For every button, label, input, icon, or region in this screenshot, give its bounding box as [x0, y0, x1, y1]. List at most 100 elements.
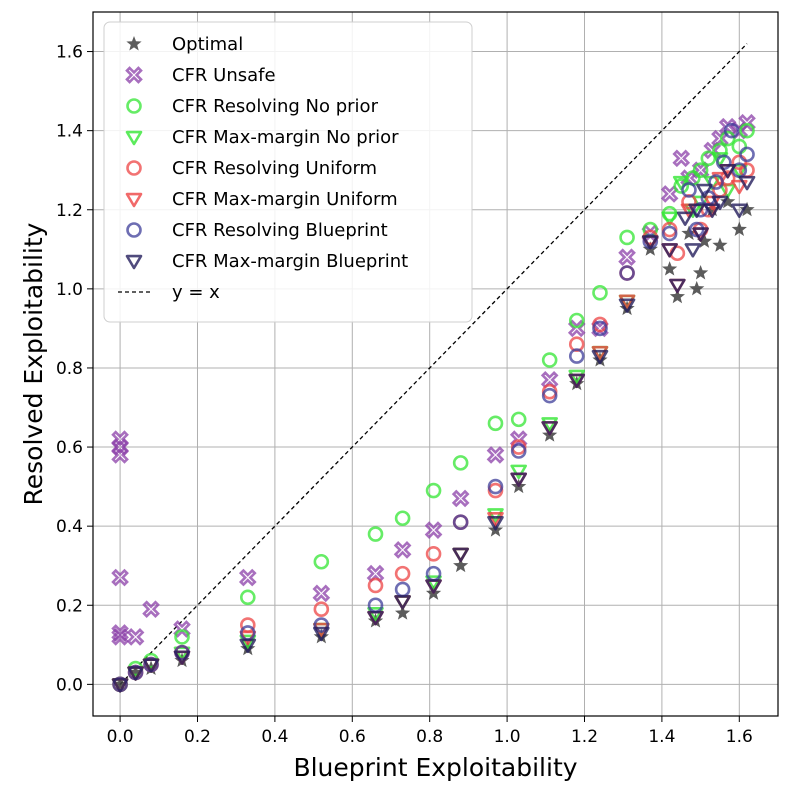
x-tick-label: 1.2 [571, 727, 598, 747]
legend-label: y = x [172, 282, 220, 303]
legend-label: CFR Max-margin Blueprint [172, 251, 408, 272]
data-point [669, 288, 685, 304]
data-point [487, 512, 504, 527]
data-point [313, 601, 330, 618]
data-point [719, 164, 736, 179]
data-point [618, 294, 636, 310]
data-point [719, 130, 736, 147]
data-point [541, 387, 558, 404]
data-point [591, 349, 609, 365]
legend-marker [126, 36, 142, 51]
y-tick-label: 0.4 [56, 517, 83, 537]
data-point [711, 152, 729, 167]
data-point [731, 154, 748, 171]
data-point [730, 164, 748, 179]
data-point [367, 610, 384, 626]
data-point [676, 211, 694, 226]
y-tick-label: 0.2 [56, 596, 83, 616]
data-point [238, 568, 257, 587]
legend-label: CFR Unsafe [172, 65, 276, 86]
data-point [313, 553, 330, 570]
data-point [173, 620, 191, 638]
data-point [731, 221, 747, 236]
data-point [425, 579, 442, 594]
data-point [510, 443, 527, 459]
legend: Optimal CFR Unsafe CFR Resolving No prior C… [103, 21, 473, 323]
legend-marker [126, 98, 142, 114]
data-point [708, 174, 724, 190]
data-point [142, 658, 160, 673]
data-point [425, 575, 442, 590]
data-point [567, 319, 586, 338]
data-point [111, 678, 129, 693]
data-point [394, 510, 411, 527]
data-point [730, 203, 748, 219]
y-tick-label: 1.0 [56, 280, 83, 300]
data-point [696, 233, 713, 248]
identity-line [119, 43, 748, 685]
data-point [703, 203, 721, 219]
data-point [486, 446, 505, 464]
data-point [712, 237, 728, 252]
data-point [738, 175, 756, 191]
y-tick-label: 0.8 [56, 359, 83, 379]
data-point [487, 516, 504, 531]
legend-marker [126, 222, 142, 238]
data-point [452, 547, 469, 563]
data-point [452, 514, 469, 531]
legend-label: CFR Max-margin Uniform [172, 189, 398, 210]
axis-ticks: 0.0 0.2 0.4 0.6 0.8 1.0 1.2 1.4 1.6 0.0 0.2 0.4 0.6 0… [56, 43, 753, 747]
y-tick-label: 1.6 [56, 43, 83, 63]
plot-frame [92, 11, 779, 717]
data-point [661, 225, 678, 242]
data-point [425, 546, 442, 562]
data-point [730, 179, 748, 195]
data-point [592, 320, 608, 337]
data-point [174, 629, 190, 645]
data-point [239, 634, 257, 650]
y-tick-label: 1.4 [56, 122, 83, 142]
data-point [568, 312, 585, 329]
legend-label: CFR Resolving Uniform [172, 158, 377, 179]
data-point [111, 628, 129, 646]
x-tick-label: 0.4 [261, 727, 288, 747]
data-point [696, 183, 713, 199]
data-point [313, 617, 330, 633]
data-point [739, 122, 755, 139]
data-point [662, 261, 678, 276]
data-point [367, 526, 384, 542]
data-points [111, 113, 756, 693]
data-point [541, 421, 558, 436]
data-point [425, 565, 442, 582]
data-point [541, 417, 558, 432]
data-point [673, 178, 690, 194]
data-point [692, 162, 709, 179]
data-point [142, 600, 160, 619]
data-point [731, 138, 748, 155]
data-point [394, 595, 411, 610]
series-1 [111, 113, 756, 646]
data-point [111, 568, 129, 587]
data-point [568, 373, 586, 389]
data-point [541, 352, 558, 368]
legend-label: CFR Resolving Blueprint [172, 220, 388, 241]
y-tick-label: 0.6 [56, 438, 83, 458]
data-point [424, 521, 443, 539]
data-point [568, 369, 586, 385]
data-point [112, 676, 128, 691]
data-point [723, 122, 740, 139]
data-point [394, 565, 411, 582]
data-point [367, 606, 384, 622]
data-point [681, 225, 697, 240]
data-point [453, 557, 469, 573]
legend-marker [125, 66, 143, 84]
data-point [425, 482, 442, 499]
data-point [692, 227, 709, 242]
data-point [510, 472, 528, 487]
series-7 [111, 164, 756, 693]
data-point [395, 605, 411, 620]
data-point [619, 265, 635, 281]
identity-line-y-equals-x [119, 43, 748, 685]
data-point [451, 489, 470, 508]
data-point [720, 193, 736, 209]
